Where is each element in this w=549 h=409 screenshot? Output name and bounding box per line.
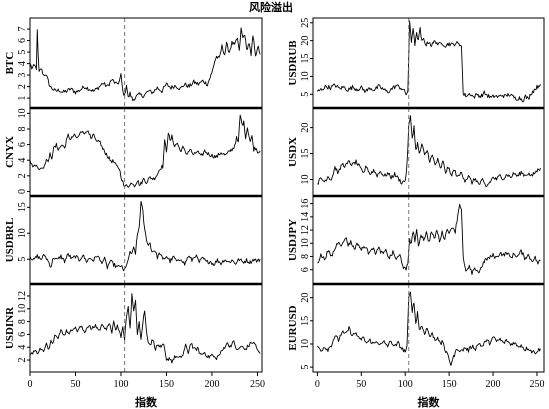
x-axis-label: 指数 [135, 395, 158, 409]
series-line-usdjpy [317, 203, 541, 276]
x-tick-label: 200 [486, 379, 501, 390]
panel-frame [312, 107, 545, 197]
y-tick-label: 15 [300, 149, 311, 159]
y-tick-label: 2 [17, 358, 28, 363]
y-tick-label: 4 [17, 61, 28, 66]
series-line-usdrub [316, 20, 541, 103]
panel-label-usdbrl: USDBRL [4, 218, 16, 263]
y-tick-label: 12 [17, 291, 28, 301]
x-tick-label: 50 [356, 379, 366, 390]
column-1: 1234567BTC0246810CNYX51015USDBRL24681012… [4, 17, 265, 409]
panel-usdrub: 5 10 15 20 25 USDRUB [287, 17, 545, 109]
x-axis-label: 指数 [418, 395, 441, 409]
panel-label-btc: BTC [4, 52, 16, 75]
x-tick-label: 50 [70, 379, 80, 390]
column-2: 510152025USDRUB101520USDX6810121416USDJP… [287, 17, 545, 409]
y-tick-label: 12 [300, 225, 311, 235]
y-tick-label: 6 [300, 267, 311, 272]
x-tick-label: 250 [250, 379, 265, 390]
panel-frame [312, 17, 545, 109]
x-tick-label: 0 [28, 379, 33, 390]
y-tick-label: 20 [300, 36, 311, 46]
x-tick-label: 150 [159, 379, 174, 390]
panel-frame [312, 195, 545, 285]
panel-label-usdjpy: USDJPY [287, 219, 299, 261]
x-tick-label: 250 [529, 379, 544, 390]
y-tick-label: 2 [17, 173, 28, 178]
panel-label-usdrub: USDRUB [287, 40, 299, 86]
y-tick-label: 0 [17, 189, 28, 194]
y-tick-label: 10 [17, 228, 28, 238]
plot-grid: 1234567BTC0246810CNYX51015USDBRL24681012… [4, 17, 545, 409]
panel-btc: 1 2 3 4 5 6 7 BTC [4, 17, 263, 109]
y-tick-label: 4 [17, 345, 28, 350]
y-tick-label: 5 [300, 92, 311, 97]
x-tick-label: 200 [204, 379, 219, 390]
y-tick-label: 6 [17, 38, 28, 43]
panel-frame [312, 283, 545, 373]
y-tick-label: 10 [300, 339, 311, 349]
y-tick-label: 14 [300, 212, 311, 222]
y-tick-label: 10 [17, 108, 28, 118]
x-tick-label: 100 [398, 379, 413, 390]
y-tick-label: 8 [17, 319, 28, 324]
y-tick-label: 6 [17, 332, 28, 337]
series-line-usdinr [30, 293, 261, 364]
y-tick-label: 16 [300, 199, 311, 209]
y-tick-label: 5 [17, 50, 28, 55]
y-tick-label: 25 [300, 18, 311, 28]
y-tick-label: 10 [300, 71, 311, 81]
y-tick-label: 5 [300, 365, 311, 370]
y-tick-label: 10 [300, 238, 311, 248]
y-tick-label: 4 [17, 158, 28, 163]
series-line-btc [30, 27, 261, 102]
y-tick-label: 2 [17, 84, 28, 89]
y-tick-label: 20 [300, 293, 311, 303]
x-tick-label: 0 [315, 379, 320, 390]
series-line-cnyx [30, 114, 261, 188]
y-tick-label: 15 [300, 54, 311, 64]
series-line-eurusd [317, 291, 541, 366]
y-tick-label: 3 [17, 73, 28, 78]
y-tick-label: 15 [300, 316, 311, 326]
panel-frame [29, 17, 263, 109]
series-line-usdx [317, 115, 541, 188]
y-tick-label: 10 [17, 304, 28, 314]
y-tick-label: 8 [300, 254, 311, 259]
y-tick-label: 6 [17, 142, 28, 147]
x-tick-label: 150 [442, 379, 457, 390]
series-line-usdbrl [30, 200, 261, 272]
y-tick-label: 5 [17, 257, 28, 262]
y-tick-label: 15 [17, 202, 28, 212]
y-tick-label: 1 [17, 96, 28, 101]
y-tick-label: 8 [17, 126, 28, 131]
x-tick-label: 100 [113, 379, 128, 390]
y-tick-label: 20 [300, 123, 311, 133]
figure-title: 风险溢出 [249, 0, 293, 14]
y-tick-label: 7 [17, 27, 28, 32]
panel-label-usdinr: USDINR [4, 306, 16, 349]
y-tick-label: 10 [300, 175, 311, 185]
panel-cnyx: 0 2 4 6 8 10 CNYX [4, 106, 263, 197]
panel-label-cnyx: CNYX [4, 136, 16, 168]
panel-label-eurusd: EURUSD [287, 305, 299, 350]
panel-label-usdx: USDX [287, 137, 299, 167]
